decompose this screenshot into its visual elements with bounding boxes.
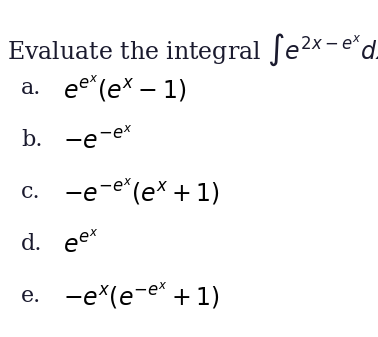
- Text: $e^{e^x}\left(e^x - 1\right)$: $e^{e^x}\left(e^x - 1\right)$: [62, 73, 186, 104]
- Text: a.: a.: [21, 77, 41, 99]
- Text: $-e^{-e^x}\left(e^x + 1\right)$: $-e^{-e^x}\left(e^x + 1\right)$: [62, 177, 219, 207]
- Text: c.: c.: [21, 181, 40, 203]
- Text: b.: b.: [21, 129, 42, 151]
- Text: e.: e.: [21, 284, 41, 307]
- Text: d.: d.: [21, 233, 42, 255]
- Text: $-e^{x}\left(e^{-e^x} + 1\right)$: $-e^{x}\left(e^{-e^x} + 1\right)$: [62, 280, 219, 311]
- Text: $-e^{-e^x}$: $-e^{-e^x}$: [62, 126, 132, 154]
- Text: $e^{e^x}$: $e^{e^x}$: [62, 230, 98, 257]
- Text: Evaluate the integral $\int e^{2x-e^x} dx$: Evaluate the integral $\int e^{2x-e^x} d…: [7, 31, 378, 68]
